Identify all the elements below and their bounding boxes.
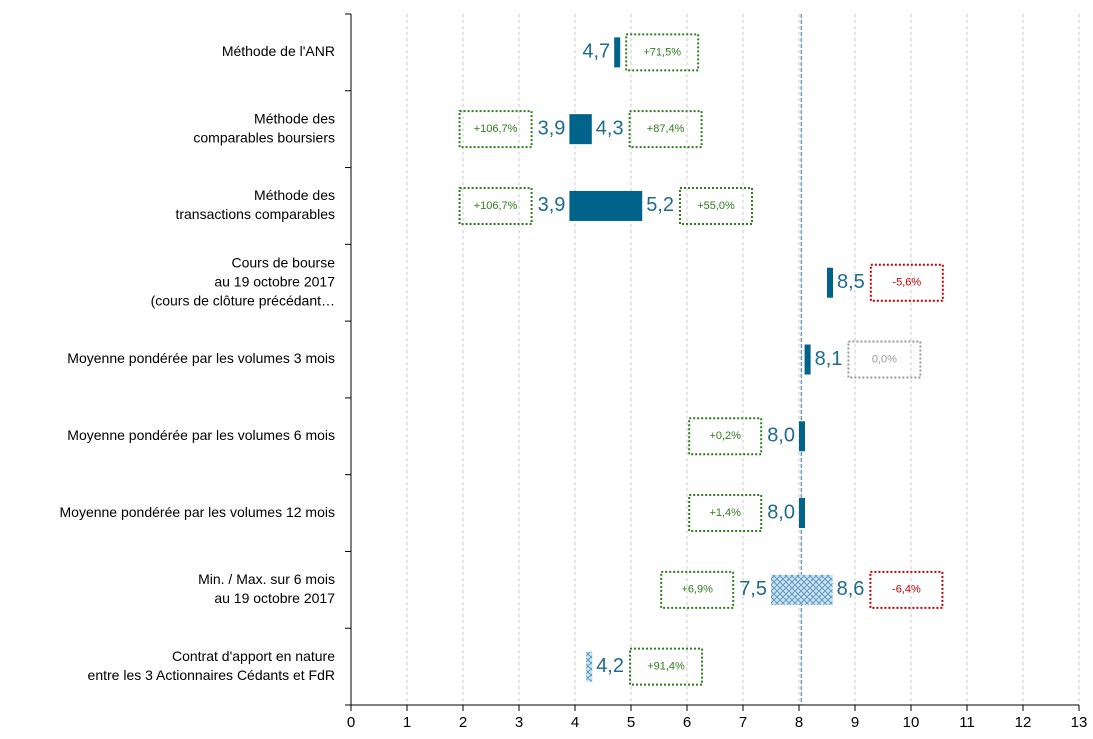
x-tick-label: 1 <box>403 714 411 731</box>
value-bar <box>804 344 811 375</box>
value-bar <box>799 421 805 452</box>
value-label: 8,1 <box>815 348 843 370</box>
x-tick-label: 0 <box>347 714 355 731</box>
value-bar <box>614 37 621 68</box>
value-label: 8,5 <box>837 271 865 293</box>
value-label: 5,2 <box>646 194 674 216</box>
value-bar <box>799 498 805 529</box>
premium-box <box>629 647 704 686</box>
x-tick-label: 9 <box>851 714 859 731</box>
category-label: (cours de clôture précédant… <box>151 292 335 308</box>
premium-box <box>458 186 533 225</box>
premium-box <box>869 263 944 302</box>
premium-label: -5,6% <box>892 277 921 289</box>
value-label: 3,9 <box>538 117 566 139</box>
category-label: Méthode des <box>254 110 335 126</box>
premium-box <box>660 570 735 609</box>
premium-label: +106,7% <box>474 123 518 135</box>
premium-box <box>628 110 703 149</box>
value-label: 3,9 <box>538 194 566 216</box>
premium-label: -6,4% <box>892 584 921 596</box>
value-label: 4,3 <box>596 117 624 139</box>
premium-label: +0,2% <box>709 430 741 442</box>
value-label: 4,2 <box>596 655 624 677</box>
premium-box <box>625 33 700 72</box>
x-tick-label: 13 <box>1071 714 1088 731</box>
category-label: Moyenne pondérée par les volumes 3 mois <box>67 350 335 366</box>
category-label: au 19 octobre 2017 <box>214 590 335 606</box>
premium-label: +106,7% <box>474 200 518 212</box>
value-label: 8,0 <box>767 425 795 447</box>
premium-label: +91,4% <box>647 661 685 673</box>
premium-box <box>458 110 533 149</box>
value-bar <box>586 651 593 682</box>
value-label: 4,7 <box>582 41 610 63</box>
x-tick-label: 10 <box>903 714 920 731</box>
category-label: Méthode de l'ANR <box>222 43 335 59</box>
category-label: au 19 octobre 2017 <box>214 273 335 289</box>
premium-box <box>688 494 763 533</box>
x-tick-label: 8 <box>795 714 803 731</box>
x-tick-label: 11 <box>959 714 975 731</box>
category-label: Cours de bourse <box>231 254 335 270</box>
range-bar <box>771 574 833 605</box>
value-label: 7,5 <box>739 578 767 600</box>
x-tick-label: 6 <box>683 714 691 731</box>
category-label: Min. / Max. sur 6 mois <box>198 571 335 587</box>
premium-label: +71,5% <box>643 46 681 58</box>
category-label: Moyenne pondérée par les volumes 12 mois <box>60 504 336 520</box>
premium-label: +87,4% <box>647 123 685 135</box>
x-tick-label: 2 <box>459 714 467 731</box>
value-label: 8,0 <box>767 501 795 523</box>
x-tick-label: 12 <box>1015 714 1032 731</box>
premium-label: +1,4% <box>709 507 741 519</box>
premium-label: +6,9% <box>681 584 713 596</box>
x-tick-label: 3 <box>515 714 523 731</box>
x-tick-label: 4 <box>571 714 579 731</box>
premium-box <box>869 570 944 609</box>
premium-label: 0,0% <box>872 353 897 365</box>
category-label: Moyenne pondérée par les volumes 6 mois <box>67 427 335 443</box>
category-label: transactions comparables <box>175 206 335 222</box>
category-label: Méthode des <box>254 187 335 203</box>
category-label: Contrat d'apport en nature <box>172 648 335 664</box>
value-label: 8,6 <box>837 578 865 600</box>
x-tick-label: 5 <box>627 714 635 731</box>
x-tick-label: 7 <box>739 714 747 731</box>
category-label: entre les 3 Actionnaires Cédants et FdR <box>88 667 335 683</box>
category-label: comparables boursiers <box>193 129 335 145</box>
value-bar <box>827 267 833 298</box>
range-bar <box>569 114 592 145</box>
premium-box <box>688 417 763 456</box>
range-bar <box>569 190 643 221</box>
premium-label: +55,0% <box>697 200 735 212</box>
premium-box <box>679 186 754 225</box>
premium-box <box>847 340 922 379</box>
